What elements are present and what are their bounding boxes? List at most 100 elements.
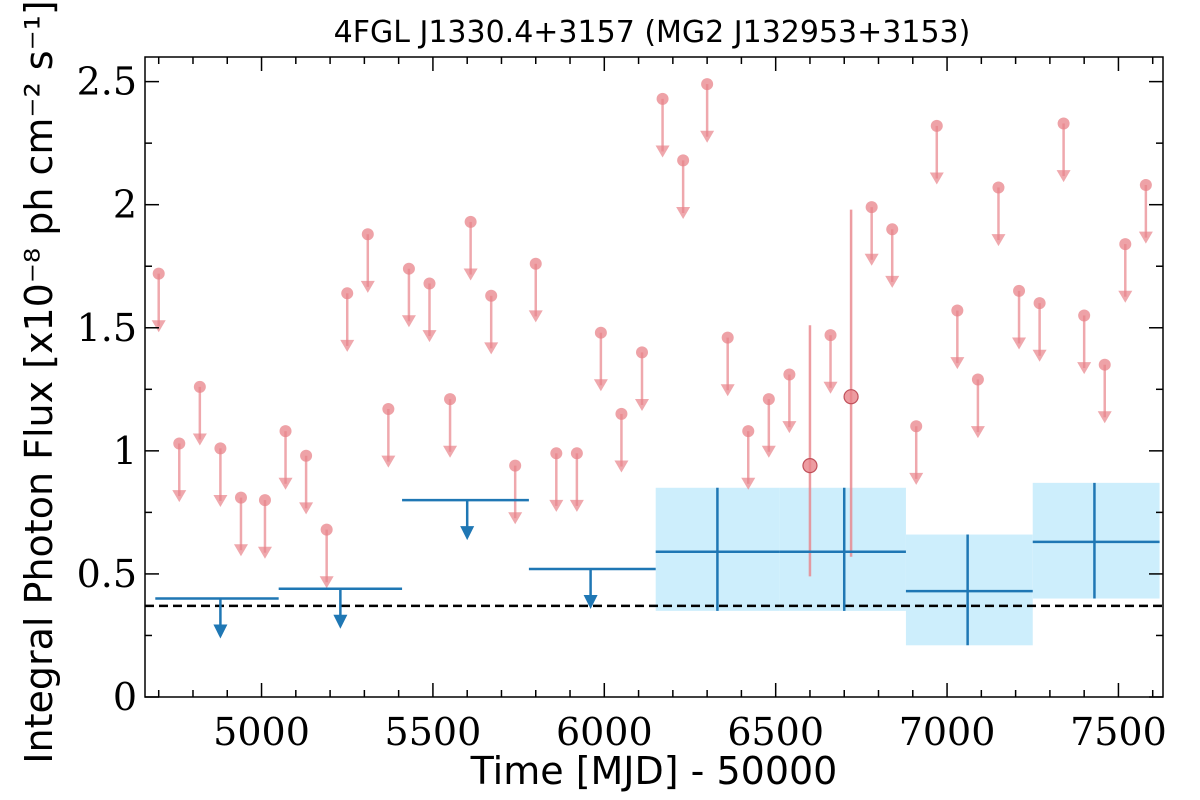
upper-limit-arrowhead (1032, 349, 1047, 362)
upper-limit-arrowhead (1118, 290, 1133, 303)
x-tick-label: 5000 (213, 710, 310, 754)
upper-limit-point (594, 326, 607, 339)
upper-limit-arrowhead (635, 399, 650, 411)
upper-limit-point (279, 425, 292, 438)
long-upper-limit-arrowhead (333, 614, 348, 629)
upper-limit-arrowhead (761, 445, 776, 458)
x-tick-label: 7500 (1070, 710, 1167, 754)
upper-limit-point (320, 523, 333, 536)
y-tick-label: 2.5 (77, 60, 137, 104)
upper-limit-arrowhead (381, 455, 396, 468)
upper-limit-arrowhead (720, 384, 735, 397)
upper-limit-arrowhead (172, 490, 187, 503)
upper-limit-arrowhead (782, 421, 797, 434)
upper-limit-arrowhead (401, 315, 416, 328)
x-tick-label: 6500 (727, 710, 824, 754)
upper-limit-point (677, 154, 690, 167)
upper-limit-arrowhead (233, 544, 248, 557)
y-tick-labels: 0 0.5 1 1.5 2 2.5 (77, 60, 137, 719)
upper-limit-point (762, 393, 775, 406)
upper-limit-arrowhead (741, 477, 756, 490)
x-tick-labels: 5000 5500 6000 6500 7000 7500 (213, 710, 1167, 754)
y-tick-label: 2 (113, 183, 137, 227)
long-bin-error-bands (655, 482, 1160, 646)
upper-limit-arrowhead (443, 445, 458, 458)
upper-limit-arrowhead (569, 499, 584, 512)
upper-limit-arrowhead (151, 320, 166, 333)
upper-limit-point (930, 119, 943, 132)
upper-limit-point (721, 331, 734, 344)
upper-limit-point (1098, 358, 1111, 371)
plot-frame (144, 56, 1164, 698)
error-band (779, 487, 906, 611)
upper-limit-point (992, 181, 1005, 194)
upper-limit-point (300, 449, 313, 462)
upper-limit-point (258, 494, 271, 507)
upper-limit-point (570, 447, 583, 460)
upper-limit-arrowhead (484, 342, 499, 355)
upper-limit-point (152, 267, 165, 280)
upper-limit-arrowhead (885, 275, 900, 288)
long-upper-limit-arrowhead (213, 624, 228, 639)
upper-limit-point (783, 368, 796, 381)
upper-limit-point (234, 491, 247, 504)
y-tick-label: 0 (113, 675, 137, 719)
x-tick-label: 5500 (385, 710, 482, 754)
detection-point (843, 389, 859, 405)
upper-limit-arrowhead (1097, 411, 1112, 424)
upper-limit-point (485, 289, 498, 302)
upper-limit-point (402, 262, 415, 275)
y-axis-label: Integral Photon Flux [x10⁻⁸ ph cm⁻² s⁻¹] (17, 0, 61, 763)
upper-limit-arrowhead (676, 207, 691, 219)
upper-limit-point (444, 393, 457, 406)
upper-limit-arrowhead (508, 512, 523, 525)
long-bin-layer (155, 482, 1160, 646)
x-tick-label: 6000 (556, 710, 653, 754)
upper-limit-point (951, 304, 964, 317)
upper-limit-point (1033, 297, 1046, 310)
y-tick-label: 1.5 (77, 306, 137, 350)
upper-limit-arrowhead (593, 379, 608, 392)
upper-limit-point (341, 287, 354, 300)
long-upper-limit-arrowhead (460, 526, 475, 541)
upper-limit-arrowhead (278, 477, 293, 490)
axis-ticks (145, 57, 1163, 698)
upper-limit-point (1139, 179, 1152, 191)
upper-limit-arrowhead (929, 172, 944, 185)
chart-title: 4FGL J1330.4+3157 (MG2 J132953+3153) (334, 15, 971, 50)
upper-limit-arrowhead (655, 145, 670, 158)
upper-limit-point (1119, 238, 1132, 251)
upper-limit-arrowhead (528, 310, 543, 323)
upper-limit-arrowhead (549, 499, 564, 512)
upper-limit-arrowhead (257, 546, 272, 559)
upper-limit-point (1013, 284, 1026, 297)
upper-limit-arrowhead (1056, 170, 1071, 183)
upper-limit-arrowhead (950, 357, 965, 370)
upper-limit-point (550, 447, 563, 460)
upper-limit-arrowhead (213, 495, 228, 507)
upper-limit-point (742, 425, 755, 438)
upper-limit-arrowhead (1077, 362, 1092, 375)
upper-limit-point (636, 346, 649, 359)
upper-limit-point (1057, 117, 1070, 130)
upper-limit-point (656, 92, 669, 105)
upper-limit-arrowhead (192, 433, 207, 446)
upper-limit-arrowhead (360, 280, 375, 293)
long-upper-limit-arrowhead (583, 595, 598, 609)
upper-limit-arrowhead (319, 576, 334, 589)
upper-limit-point (824, 329, 837, 342)
upper-limit-point (701, 78, 714, 91)
upper-limit-point (886, 223, 899, 236)
upper-limit-point (910, 420, 923, 433)
upper-limit-point (464, 215, 477, 228)
upper-limit-arrowhead (823, 381, 838, 394)
upper-limit-arrowhead (614, 460, 629, 473)
y-tick-label: 0.5 (77, 552, 137, 596)
upper-limit-point (615, 407, 628, 420)
y-tick-label: 1 (113, 429, 137, 473)
upper-limit-point (214, 442, 227, 455)
upper-limit-arrowhead (422, 330, 437, 343)
upper-limit-point (382, 403, 395, 415)
upper-limit-point (423, 277, 436, 290)
short-bin-layer (151, 78, 1153, 589)
